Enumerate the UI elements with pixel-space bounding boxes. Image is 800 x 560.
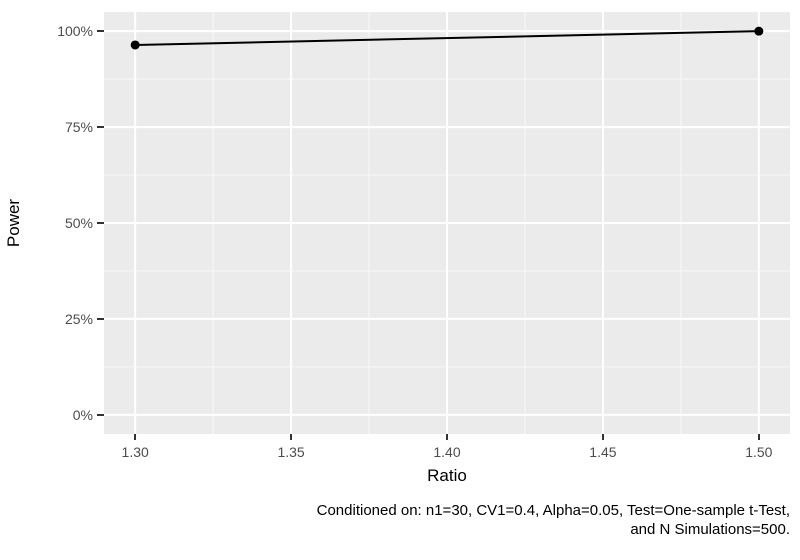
x-tick-label: 1.30 [121,444,149,460]
y-tick-label: 75% [64,119,93,136]
x-tick-label: 1.45 [589,444,617,460]
y-tick-label: 50% [64,215,93,231]
data-point [754,26,764,36]
x-tick-mark [134,434,136,440]
x-tick-label: 1.35 [277,444,305,460]
y-tick-mark [97,318,104,320]
y-tick-mark [97,414,104,416]
plot-caption: Conditioned on: n1=30, CV1=0.4, Alpha=0.… [90,501,790,539]
caption-line-2: and N Simulations=500. [630,521,790,538]
y-tick-mark [97,222,104,224]
y-tick-mark [97,30,104,32]
y-axis-title-text: Power [4,198,23,248]
x-tick-mark [290,434,292,440]
caption-line-1: Conditioned on: n1=30, CV1=0.4, Alpha=0.… [316,502,790,519]
x-tick-mark [602,434,604,440]
x-tick-mark [446,434,448,440]
y-tick-mark [97,126,104,128]
line-chart [104,12,790,434]
x-axis-title: Ratio [427,466,467,485]
plot-panel [104,12,790,434]
x-tick-label: 1.50 [745,444,773,460]
x-tick-mark [758,434,760,440]
y-tick-label: 0% [72,406,93,423]
y-axis-title: Power [2,12,26,434]
x-tick-label: 1.40 [433,444,461,460]
y-tick-label: 25% [64,310,93,327]
y-tick-label: 100% [57,23,93,40]
power-line [135,30,759,46]
data-point [130,40,140,50]
